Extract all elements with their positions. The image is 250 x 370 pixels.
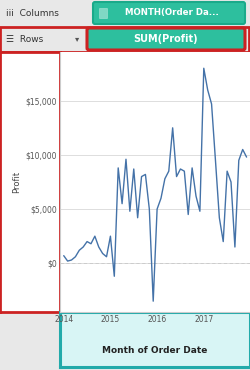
Text: iii  Columns: iii Columns xyxy=(6,9,59,17)
Text: Month of Order Date: Month of Order Date xyxy=(102,346,208,355)
Text: MONTH(Order Da...: MONTH(Order Da... xyxy=(125,8,219,17)
FancyBboxPatch shape xyxy=(99,8,107,18)
FancyBboxPatch shape xyxy=(87,28,245,50)
Y-axis label: Profit: Profit xyxy=(12,171,22,193)
Text: ▾: ▾ xyxy=(75,34,79,44)
FancyBboxPatch shape xyxy=(93,2,245,24)
Text: ☰  Rows: ☰ Rows xyxy=(6,34,43,44)
Text: SUM(Profit): SUM(Profit) xyxy=(134,34,198,44)
